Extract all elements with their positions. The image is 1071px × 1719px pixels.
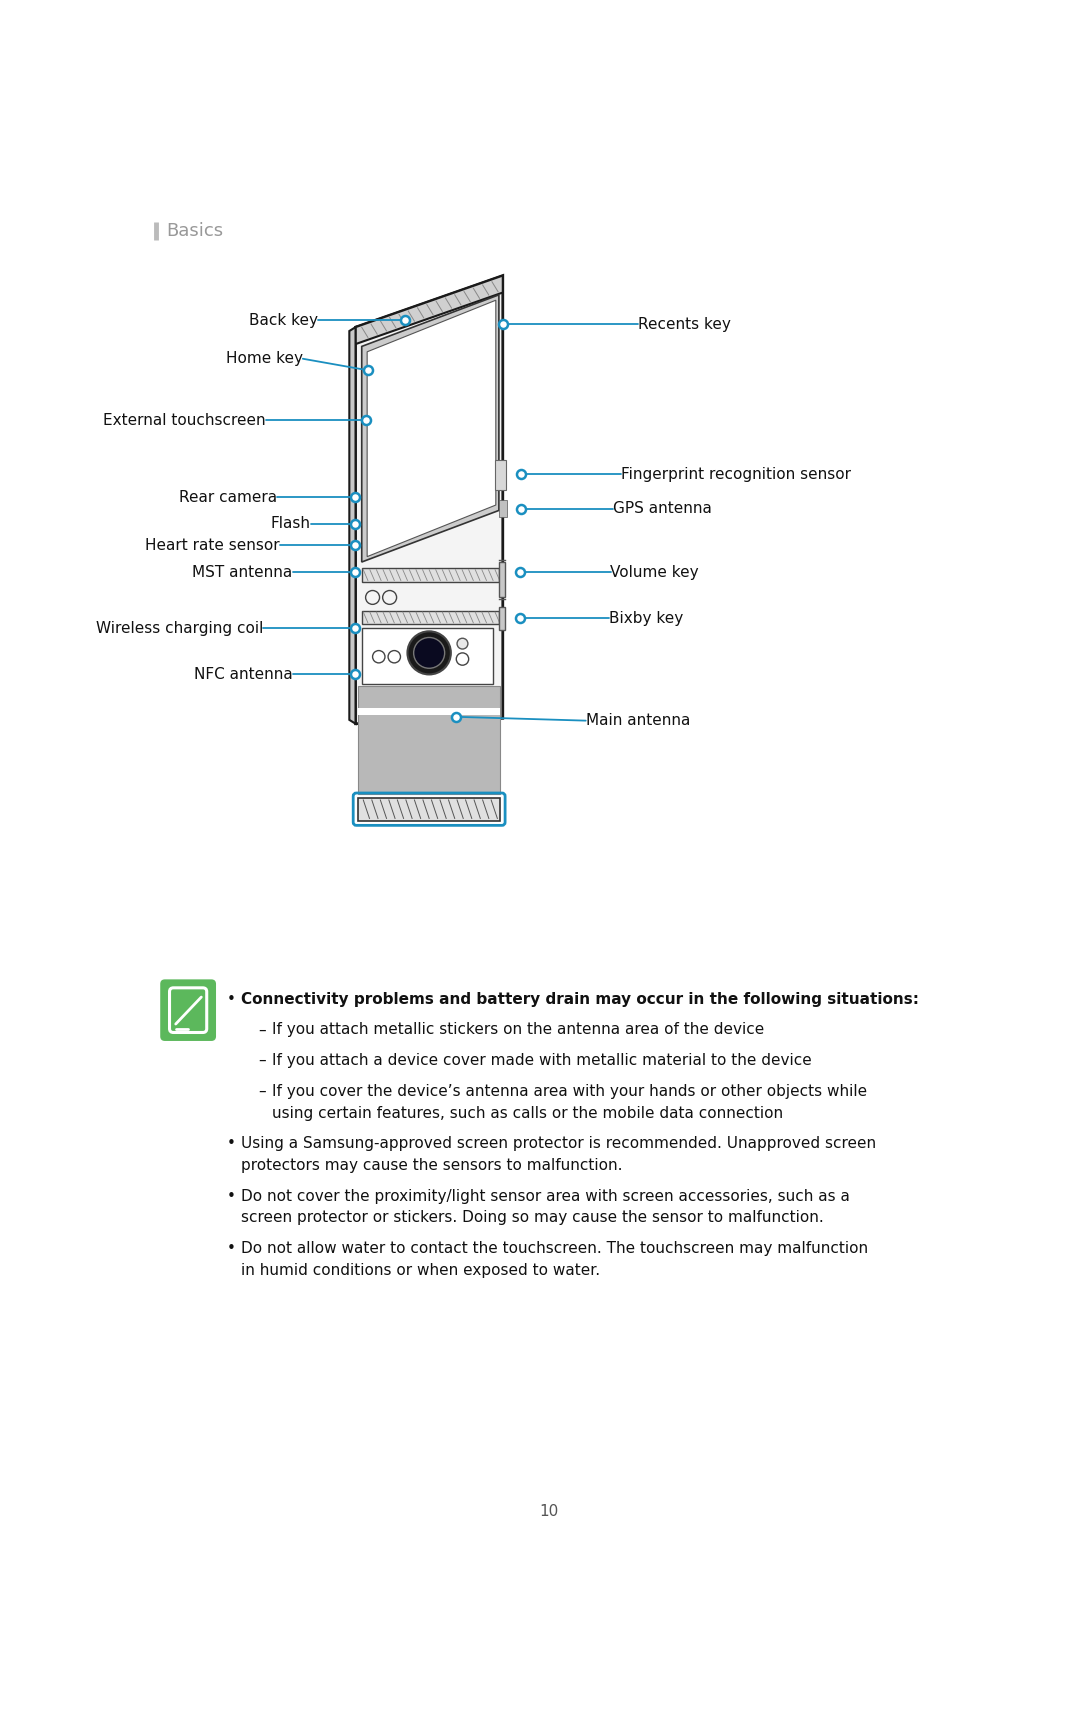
Text: 10: 10 <box>539 1504 558 1520</box>
Text: MST antenna: MST antenna <box>193 564 292 579</box>
Polygon shape <box>362 296 499 562</box>
Text: –: – <box>258 1054 266 1067</box>
Polygon shape <box>367 301 496 557</box>
Bar <box>495 461 506 490</box>
Text: Do not cover the proximity/light sensor area with screen accessories, such as a: Do not cover the proximity/light sensor … <box>241 1190 849 1203</box>
Text: •: • <box>227 992 236 1007</box>
Text: Using a Samsung-approved screen protector is recommended. Unapproved screen: Using a Samsung-approved screen protecto… <box>241 1136 876 1152</box>
Polygon shape <box>356 275 502 724</box>
Polygon shape <box>356 275 502 344</box>
Text: Volume key: Volume key <box>610 564 699 579</box>
Text: Connectivity problems and battery drain may occur in the following situations:: Connectivity problems and battery drain … <box>241 992 919 1007</box>
Text: Rear camera: Rear camera <box>179 490 277 505</box>
Polygon shape <box>362 569 499 583</box>
FancyBboxPatch shape <box>161 980 216 1042</box>
Bar <box>362 627 494 684</box>
Polygon shape <box>358 798 500 820</box>
Text: Home key: Home key <box>226 351 303 366</box>
Bar <box>499 562 506 598</box>
Text: •: • <box>227 1241 236 1257</box>
Text: –: – <box>258 1023 266 1038</box>
Text: Back key: Back key <box>250 313 318 328</box>
Text: screen protector or stickers. Doing so may cause the sensor to malfunction.: screen protector or stickers. Doing so m… <box>241 1210 824 1226</box>
Text: If you cover the device’s antenna area with your hands or other objects while: If you cover the device’s antenna area w… <box>272 1085 866 1098</box>
Text: in humid conditions or when exposed to water.: in humid conditions or when exposed to w… <box>241 1263 600 1277</box>
Text: Fingerprint recognition sensor: Fingerprint recognition sensor <box>620 468 850 481</box>
Text: Wireless charging coil: Wireless charging coil <box>96 621 263 636</box>
Polygon shape <box>349 327 356 724</box>
Text: Basics: Basics <box>166 222 224 241</box>
Text: NFC antenna: NFC antenna <box>194 667 292 682</box>
Circle shape <box>457 638 468 650</box>
Text: •: • <box>227 1190 236 1203</box>
Text: Recents key: Recents key <box>637 316 730 332</box>
Text: External touchscreen: External touchscreen <box>103 413 266 428</box>
Text: protectors may cause the sensors to malfunction.: protectors may cause the sensors to malf… <box>241 1159 622 1172</box>
Text: If you attach a device cover made with metallic material to the device: If you attach a device cover made with m… <box>272 1054 812 1067</box>
Circle shape <box>407 631 451 674</box>
Text: •: • <box>227 1136 236 1152</box>
Text: Main antenna: Main antenna <box>586 713 690 729</box>
Text: Bixby key: Bixby key <box>609 610 683 626</box>
Text: Heart rate sensor: Heart rate sensor <box>145 538 280 552</box>
Bar <box>499 500 507 517</box>
Text: Do not allow water to contact the touchscreen. The touchscreen may malfunction: Do not allow water to contact the touchs… <box>241 1241 868 1257</box>
Text: Flash: Flash <box>271 516 311 531</box>
Text: using certain features, such as calls or the mobile data connection: using certain features, such as calls or… <box>272 1105 783 1121</box>
Text: GPS antenna: GPS antenna <box>613 502 712 516</box>
Bar <box>499 607 506 629</box>
Bar <box>358 708 500 715</box>
Circle shape <box>413 638 444 669</box>
Text: –: – <box>258 1085 266 1098</box>
Text: If you attach metallic stickers on the antenna area of the device: If you attach metallic stickers on the a… <box>272 1023 764 1038</box>
Polygon shape <box>362 610 499 624</box>
Polygon shape <box>358 686 500 794</box>
